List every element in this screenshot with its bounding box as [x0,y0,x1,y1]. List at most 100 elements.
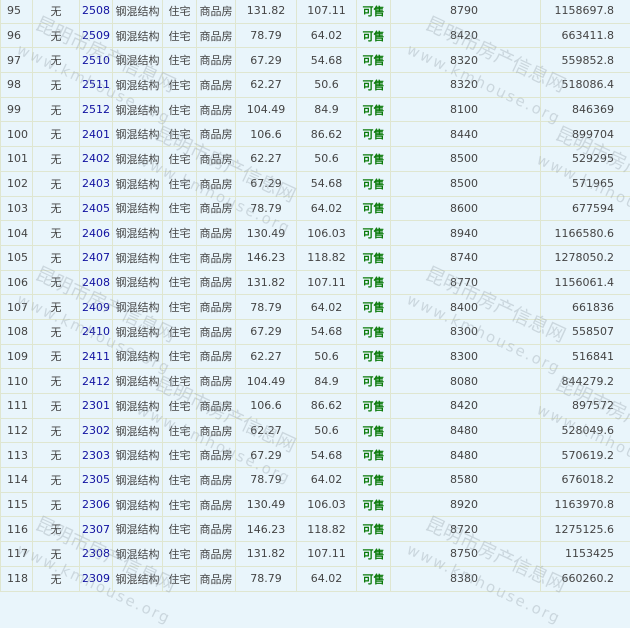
usage-cell: 住宅 [163,23,197,48]
inner-area-cell: 54.68 [297,319,357,344]
inner-area-cell: 64.02 [297,23,357,48]
floor-area-cell: 78.79 [236,468,297,493]
room-number-cell[interactable]: 2510 [80,48,113,73]
sale-status-cell: 可售 [357,468,391,493]
room-number-cell[interactable]: 2309 [80,566,113,591]
usage-cell: 住宅 [163,319,197,344]
usage-cell: 住宅 [163,73,197,98]
unit-price-cell: 8580 [391,468,541,493]
row-number-cell: 115 [1,492,33,517]
room-number-cell[interactable]: 2408 [80,270,113,295]
inner-area-cell: 64.02 [297,566,357,591]
floor-note-cell: 无 [33,48,80,73]
total-price-cell: 897572 [541,394,630,419]
sale-status-cell: 可售 [357,542,391,567]
property-type-cell: 商品房 [197,48,236,73]
property-type-cell: 商品房 [197,542,236,567]
floor-note-cell: 无 [33,73,80,98]
floor-note-cell: 无 [33,369,80,394]
total-price-cell: 660260.2 [541,566,630,591]
property-type-cell: 商品房 [197,171,236,196]
floor-area-cell: 130.49 [236,221,297,246]
sale-status-cell: 可售 [357,73,391,98]
inner-area-cell: 86.62 [297,122,357,147]
total-price-cell: 1163970.8 [541,492,630,517]
usage-cell: 住宅 [163,468,197,493]
inner-area-cell: 50.6 [297,418,357,443]
usage-cell: 住宅 [163,245,197,270]
total-price-cell: 558507 [541,319,630,344]
room-number-cell[interactable]: 2405 [80,196,113,221]
inner-area-cell: 106.03 [297,221,357,246]
room-number-cell[interactable]: 2407 [80,245,113,270]
inner-area-cell: 50.6 [297,73,357,98]
room-number-cell[interactable]: 2411 [80,344,113,369]
usage-cell: 住宅 [163,443,197,468]
room-number-cell[interactable]: 2508 [80,0,113,23]
room-number-cell[interactable]: 2305 [80,468,113,493]
row-number-cell: 118 [1,566,33,591]
room-number-cell[interactable]: 2409 [80,295,113,320]
room-number-cell[interactable]: 2410 [80,319,113,344]
structure-cell: 钢混结构 [113,517,163,542]
row-number-cell: 98 [1,73,33,98]
room-number-cell[interactable]: 2406 [80,221,113,246]
sale-status-cell: 可售 [357,196,391,221]
usage-cell: 住宅 [163,492,197,517]
room-number-cell[interactable]: 2403 [80,171,113,196]
floor-area-cell: 106.6 [236,122,297,147]
structure-cell: 钢混结构 [113,48,163,73]
room-number-cell[interactable]: 2509 [80,23,113,48]
property-type-cell: 商品房 [197,0,236,23]
floor-note-cell: 无 [33,295,80,320]
property-type-cell: 商品房 [197,270,236,295]
room-number-cell[interactable]: 2303 [80,443,113,468]
room-number-cell[interactable]: 2401 [80,122,113,147]
floor-area-cell: 62.27 [236,73,297,98]
room-number-cell[interactable]: 2306 [80,492,113,517]
row-number-cell: 96 [1,23,33,48]
floor-area-cell: 67.29 [236,48,297,73]
unit-price-cell: 8080 [391,369,541,394]
room-number-cell[interactable]: 2302 [80,418,113,443]
row-number-cell: 97 [1,48,33,73]
room-number-cell[interactable]: 2308 [80,542,113,567]
sale-status-cell: 可售 [357,0,391,23]
row-number-cell: 106 [1,270,33,295]
structure-cell: 钢混结构 [113,97,163,122]
total-price-cell: 1275125.6 [541,517,630,542]
usage-cell: 住宅 [163,171,197,196]
usage-cell: 住宅 [163,517,197,542]
structure-cell: 钢混结构 [113,566,163,591]
structure-cell: 钢混结构 [113,270,163,295]
room-number-cell[interactable]: 2402 [80,147,113,172]
room-number-cell[interactable]: 2511 [80,73,113,98]
room-number-cell[interactable]: 2412 [80,369,113,394]
unit-price-cell: 8320 [391,48,541,73]
floor-area-cell: 131.82 [236,270,297,295]
property-type-cell: 商品房 [197,295,236,320]
unit-price-cell: 8790 [391,0,541,23]
structure-cell: 钢混结构 [113,542,163,567]
room-number-cell[interactable]: 2307 [80,517,113,542]
property-type-cell: 商品房 [197,492,236,517]
room-number-cell[interactable]: 2301 [80,394,113,419]
floor-area-cell: 104.49 [236,369,297,394]
usage-cell: 住宅 [163,295,197,320]
sale-status-cell: 可售 [357,245,391,270]
unit-price-cell: 8720 [391,517,541,542]
room-number-cell[interactable]: 2512 [80,97,113,122]
